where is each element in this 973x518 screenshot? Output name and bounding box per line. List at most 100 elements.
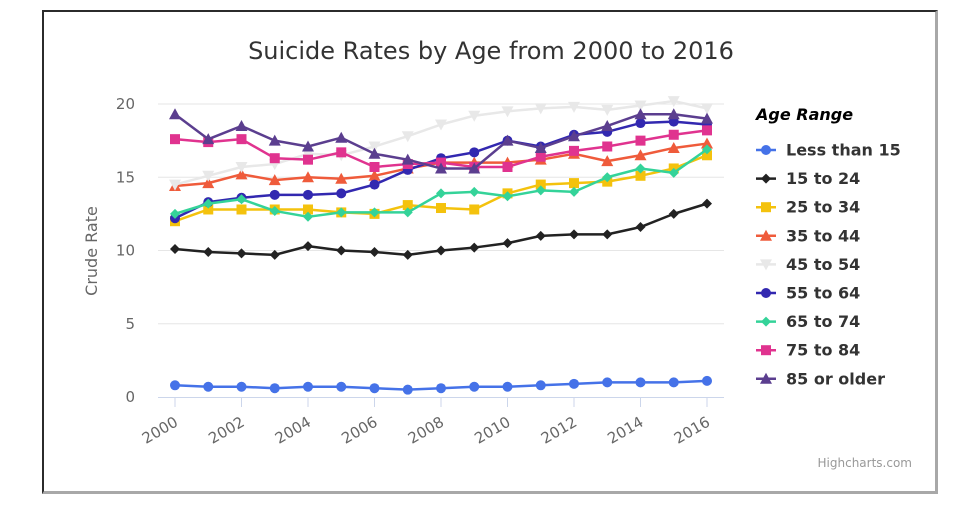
data-point bbox=[435, 162, 447, 174]
x-tick-label: 2012 bbox=[538, 413, 580, 448]
data-point bbox=[202, 133, 215, 145]
data-point bbox=[336, 188, 347, 199]
credits-link[interactable]: Highcharts.com bbox=[818, 456, 912, 470]
data-point bbox=[236, 134, 247, 145]
legend-label: 65 to 74 bbox=[786, 312, 860, 331]
data-point bbox=[336, 245, 347, 256]
data-point bbox=[602, 229, 613, 240]
data-point bbox=[369, 179, 380, 190]
data-point bbox=[203, 198, 214, 209]
data-point bbox=[269, 249, 280, 260]
data-point bbox=[235, 161, 248, 173]
data-point bbox=[269, 189, 280, 200]
legend-label: 15 to 24 bbox=[786, 169, 860, 188]
data-point bbox=[701, 112, 713, 124]
data-point bbox=[667, 108, 680, 120]
data-point bbox=[535, 230, 546, 241]
data-point bbox=[602, 377, 613, 388]
legend-item[interactable]: 75 to 84 bbox=[756, 341, 860, 360]
data-point bbox=[436, 383, 446, 394]
y-tick-label: 5 bbox=[125, 315, 135, 333]
data-point bbox=[635, 163, 646, 174]
data-point bbox=[702, 144, 712, 155]
legend-label: 45 to 54 bbox=[786, 255, 860, 274]
data-point bbox=[635, 222, 646, 233]
data-point bbox=[203, 381, 214, 392]
data-point bbox=[302, 140, 314, 152]
x-axis: 2000 2002 2004 2006 2008 2010 2012 2014 2016 bbox=[139, 397, 724, 448]
data-point bbox=[760, 229, 772, 241]
data-point bbox=[701, 103, 713, 115]
data-point bbox=[202, 170, 215, 182]
data-point bbox=[535, 179, 546, 190]
legend-item[interactable]: 85 or older bbox=[756, 369, 885, 388]
data-point bbox=[635, 170, 646, 181]
data-point bbox=[402, 200, 413, 211]
data-point bbox=[236, 194, 247, 205]
data-point bbox=[702, 198, 712, 209]
data-point bbox=[369, 207, 380, 218]
data-point bbox=[170, 244, 180, 255]
legend-item[interactable]: Less than 15 bbox=[756, 141, 901, 160]
data-point bbox=[569, 186, 579, 197]
data-point bbox=[668, 208, 679, 219]
data-point bbox=[601, 119, 614, 131]
legend-label: 75 to 84 bbox=[786, 341, 860, 360]
data-point bbox=[701, 137, 713, 149]
data-point bbox=[702, 125, 712, 136]
data-point bbox=[402, 207, 413, 218]
data-point bbox=[702, 375, 712, 386]
y-tick-label: 20 bbox=[116, 95, 135, 113]
data-point bbox=[436, 203, 446, 214]
legend-item[interactable]: 45 to 54 bbox=[756, 255, 860, 274]
x-tick-label: 2010 bbox=[471, 413, 513, 448]
data-point bbox=[269, 205, 280, 216]
data-point bbox=[236, 248, 247, 259]
data-point bbox=[302, 171, 314, 183]
data-point bbox=[369, 383, 380, 394]
data-point bbox=[336, 207, 347, 218]
data-point bbox=[635, 377, 646, 388]
x-tick-label: 2000 bbox=[139, 413, 181, 448]
series-45-to-54 bbox=[169, 96, 713, 191]
data-point bbox=[502, 381, 513, 392]
legend-label: 85 or older bbox=[786, 369, 885, 388]
data-point bbox=[761, 173, 771, 184]
legend-item[interactable]: 55 to 64 bbox=[756, 284, 860, 303]
legend-item[interactable]: 65 to 74 bbox=[756, 312, 860, 331]
data-point bbox=[269, 153, 280, 164]
data-point bbox=[468, 110, 481, 122]
data-point bbox=[336, 147, 347, 158]
legend: Age Range Less than 15 15 to 24 25 to 34 35… bbox=[754, 105, 901, 388]
data-point bbox=[335, 172, 348, 184]
data-point bbox=[169, 179, 181, 191]
data-point bbox=[668, 129, 679, 140]
data-point bbox=[469, 242, 480, 253]
y-axis-label: Crude Rate bbox=[82, 206, 101, 296]
plot-area bbox=[169, 96, 713, 395]
chart-frame bbox=[42, 10, 938, 494]
data-point bbox=[236, 381, 247, 392]
legend-item[interactable]: 15 to 24 bbox=[756, 169, 860, 188]
data-point bbox=[535, 380, 546, 391]
series-less-than-15 bbox=[170, 375, 712, 395]
legend-item[interactable]: 25 to 34 bbox=[756, 198, 860, 217]
data-point bbox=[402, 249, 413, 260]
x-tick-label: 2014 bbox=[604, 413, 646, 448]
data-point bbox=[502, 238, 513, 249]
data-point bbox=[368, 141, 381, 153]
data-point bbox=[535, 151, 546, 162]
data-point bbox=[761, 288, 771, 298]
legend-label: Less than 15 bbox=[786, 141, 901, 160]
data-point bbox=[469, 147, 480, 158]
data-point bbox=[236, 204, 247, 215]
data-point bbox=[303, 189, 313, 200]
data-point bbox=[501, 134, 514, 146]
data-point bbox=[303, 204, 313, 215]
series-15-to-24 bbox=[170, 198, 712, 260]
data-point bbox=[502, 161, 513, 172]
legend-item[interactable]: 35 to 44 bbox=[756, 226, 860, 245]
legend-title: Age Range bbox=[754, 105, 853, 124]
data-point bbox=[268, 174, 281, 186]
data-point bbox=[169, 108, 181, 120]
